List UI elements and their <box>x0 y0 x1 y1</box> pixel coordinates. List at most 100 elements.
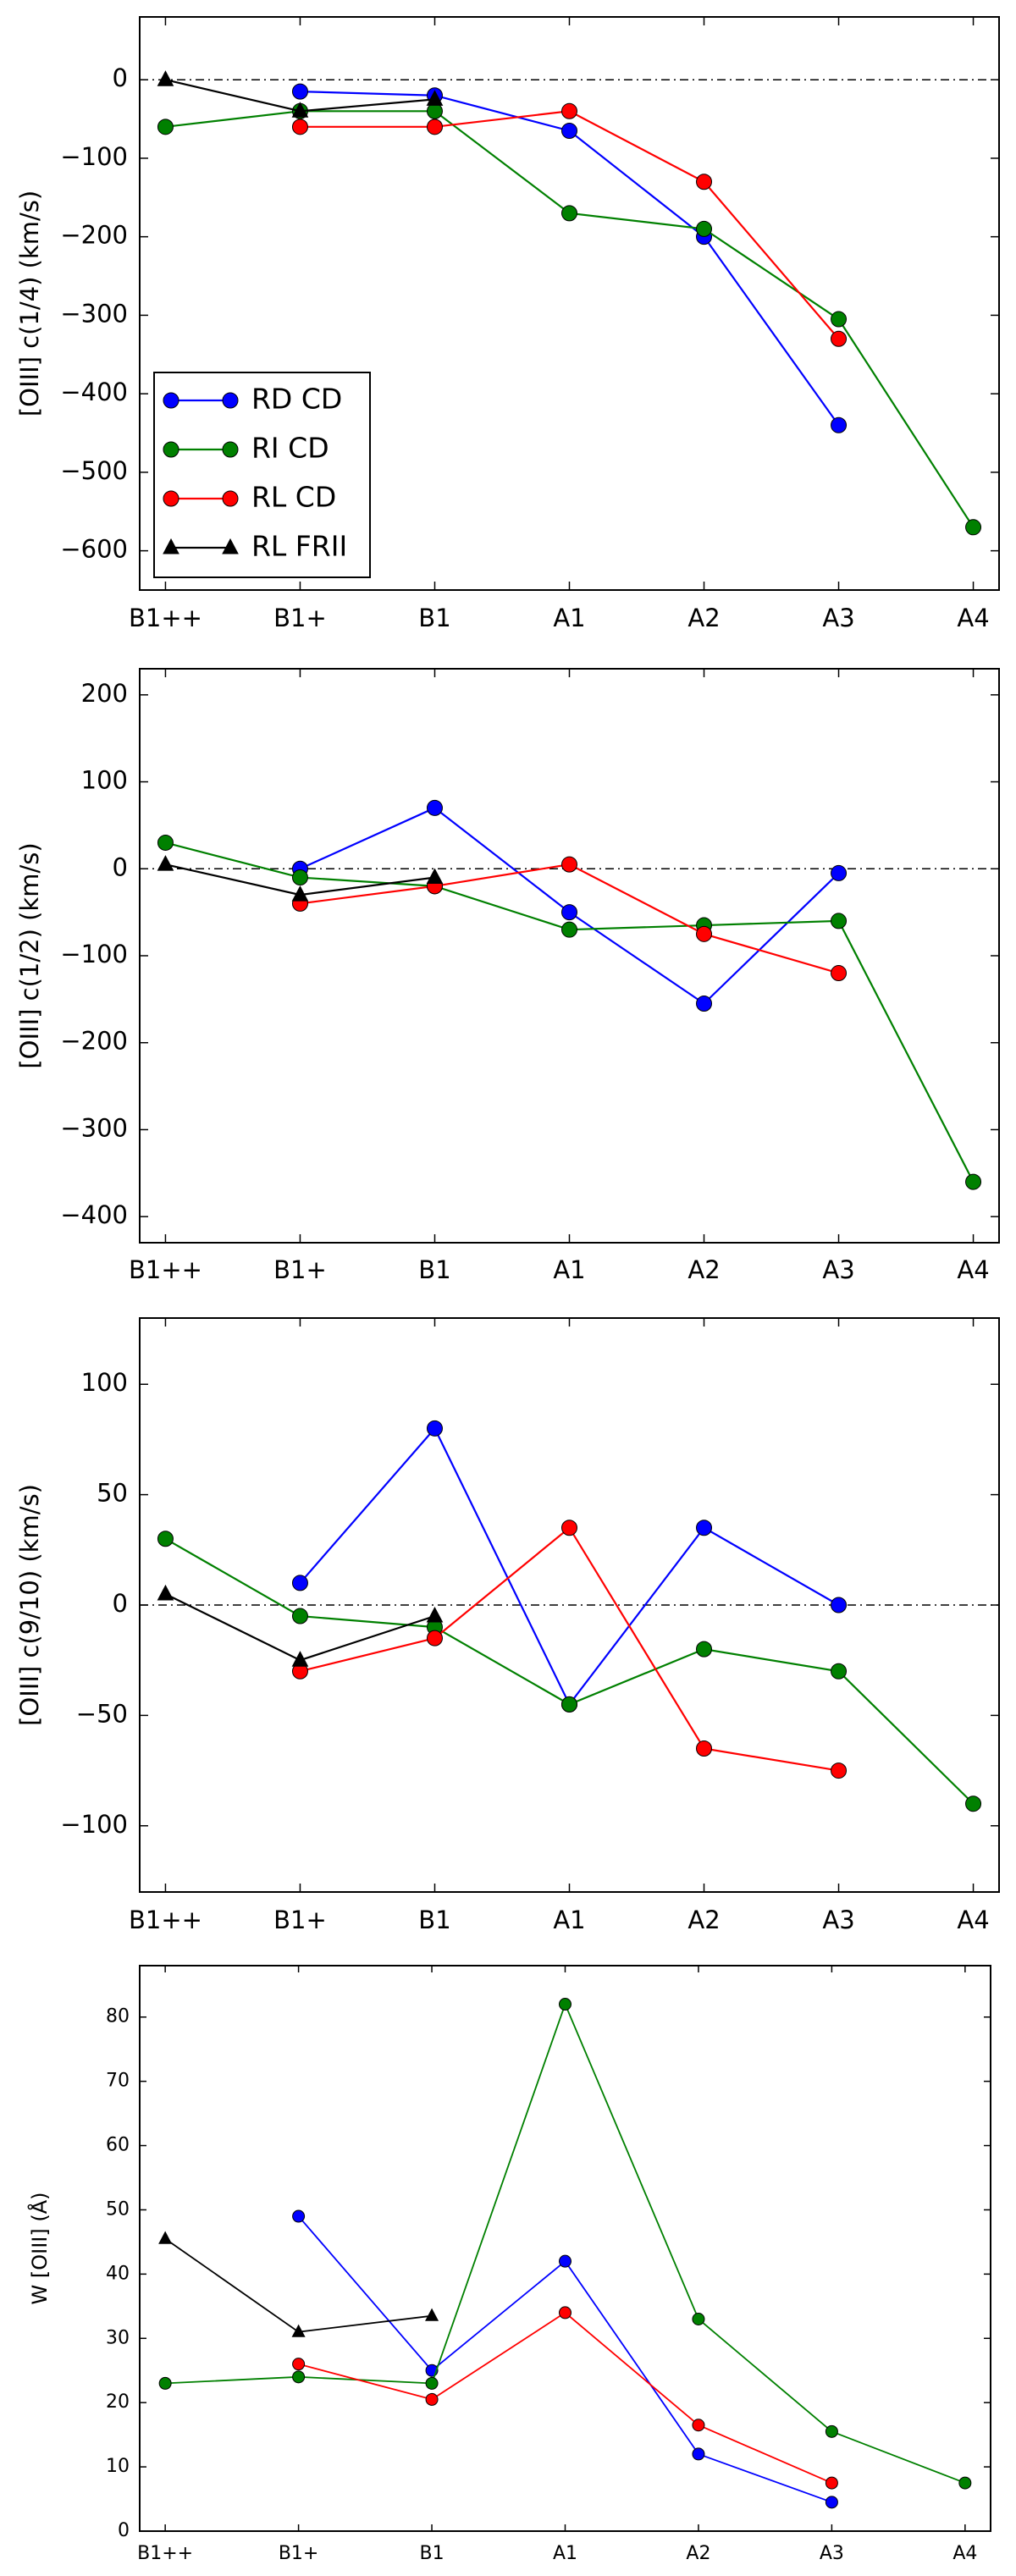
legend-marker-rd-cd <box>222 392 239 409</box>
point-ri-cd-a1 <box>561 921 577 938</box>
y-tick-label: 0 <box>113 63 128 92</box>
x-tick-label-b1: B1++ <box>137 2543 193 2564</box>
point-ri-cd-a2 <box>696 220 713 237</box>
y-tick-label: 0 <box>113 852 128 881</box>
point-ri-cd-a1 <box>561 205 577 222</box>
y-tick-label: 70 <box>106 2071 130 2092</box>
point-rd-cd-a3 <box>831 1597 848 1613</box>
point-ri-cd-b1 <box>292 2370 306 2384</box>
x-tick-label-a2: A2 <box>687 1906 720 1934</box>
legend: RD CD RI CD RL CD RL FRII <box>153 372 371 578</box>
point-rl-frii-b1 <box>291 885 309 902</box>
y-tick-label: −400 <box>60 1200 128 1229</box>
legend-marker-rl-frii <box>163 538 179 554</box>
y-tick-label: 60 <box>106 2135 130 2156</box>
point-rl-frii-b1 <box>426 90 444 106</box>
series-rl-frii <box>157 855 444 902</box>
point-ri-cd-a3 <box>831 913 848 929</box>
point-rl-frii-b1 <box>426 1606 444 1623</box>
point-rl-frii-b1 <box>157 855 174 871</box>
x-tick-label-b1: B1 <box>418 604 450 632</box>
series-rl-frii <box>157 70 444 118</box>
series-ri-cd <box>157 1531 982 1812</box>
point-rl-cd-a3 <box>825 2476 838 2490</box>
point-rl-frii-b1 <box>157 1584 174 1601</box>
chart-panel-1: 0 −100 −200 −300 −400 −500 −600 B1++ B1+ B1 A1 A2 A3… <box>15 16 1000 632</box>
x-tick-label-a1: A1 <box>553 604 585 632</box>
point-ri-cd-a3 <box>831 1663 848 1680</box>
y-tick-label: −300 <box>60 299 128 328</box>
y-tick-label: −100 <box>60 1810 128 1839</box>
point-rd-cd-a3 <box>825 2496 838 2509</box>
point-ri-cd-a2 <box>692 2313 705 2325</box>
y-tick-label: −600 <box>60 535 128 564</box>
series-line-ri-cd <box>164 1537 975 1805</box>
x-tick-label-b1: B1+ <box>279 2543 319 2564</box>
series-rl-frii <box>158 2231 439 2337</box>
point-rl-frii-b1 <box>157 70 174 86</box>
x-tick-label-b1: B1+ <box>273 604 327 632</box>
point-rd-cd-a2 <box>696 1520 713 1536</box>
y-axis-label: W [OIII] (Å) <box>27 2193 52 2305</box>
legend-marker-ri-cd <box>163 441 179 458</box>
point-ri-cd-a4 <box>965 519 982 536</box>
x-tick-label-a4: A4 <box>952 2543 977 2564</box>
point-rl-frii-b1 <box>291 102 309 118</box>
point-rd-cd-a1 <box>561 122 577 139</box>
y-tick-label: −50 <box>76 1699 128 1728</box>
x-tick-label-b1: B1++ <box>129 604 202 632</box>
series-line-rd-cd <box>300 91 840 426</box>
y-tick-label: 30 <box>106 2327 130 2348</box>
point-rl-cd-a2 <box>696 174 713 190</box>
legend-label-rl-cd: RL CD <box>251 481 336 514</box>
series-line-rl-frii <box>164 2237 433 2333</box>
plot-frame <box>139 668 1000 1244</box>
point-ri-cd-a4 <box>958 2476 972 2490</box>
point-rd-cd-a2 <box>696 996 713 1012</box>
point-rd-cd-a1 <box>559 2254 572 2268</box>
series-ri-cd <box>157 834 982 1190</box>
point-ri-cd-b1 <box>426 102 443 119</box>
x-tick-label-b1: B1+ <box>273 1255 327 1284</box>
y-tick-label: 100 <box>81 1368 128 1397</box>
point-rl-cd-a2 <box>696 1740 713 1757</box>
point-rl-cd-a2 <box>696 925 713 942</box>
x-tick-label-a3: A3 <box>822 604 854 632</box>
x-tick-label-a1: A1 <box>553 1255 585 1284</box>
legend-label-rd-cd: RD CD <box>251 383 342 416</box>
point-ri-cd-a4 <box>965 1795 982 1812</box>
y-tick-label: 50 <box>106 2198 130 2220</box>
point-rl-cd-a1 <box>561 856 577 873</box>
point-ri-cd-b1 <box>157 1531 174 1547</box>
y-tick-label: 0 <box>118 2520 130 2541</box>
y-axis-label: [OIII] c(9/10) (km/s) <box>15 1484 44 1726</box>
legend-label-rl-frii: RL FRII <box>251 530 347 563</box>
x-tick-label-a4: A4 <box>957 604 989 632</box>
x-tick-label-a3: A3 <box>822 1255 854 1284</box>
y-tick-label: −400 <box>60 378 128 406</box>
point-rd-cd-b1 <box>292 2209 306 2223</box>
x-tick-label-b1: B1+ <box>273 1906 327 1934</box>
legend-box <box>153 372 371 578</box>
point-rl-cd-b1 <box>426 1630 443 1647</box>
point-ri-cd-b1 <box>425 2376 439 2390</box>
point-rd-cd-a3 <box>831 864 848 881</box>
x-tick-label-b1: B1 <box>418 1255 450 1284</box>
chart-panel-4: 0 10 20 30 40 50 60 70 80 B1++ B1+ B1 A1 A2 A3 A4 W [OII… <box>27 1965 991 2564</box>
point-rl-frii-b1 <box>291 1651 309 1667</box>
point-rd-cd-b1 <box>291 83 308 100</box>
x-tick-label-b1: B1++ <box>129 1906 202 1934</box>
legend-label-ri-cd: RI CD <box>251 432 329 465</box>
y-tick-label: 80 <box>106 2006 130 2027</box>
point-rl-cd-b1 <box>291 119 308 135</box>
series-line-rl-cd <box>298 2311 832 2484</box>
y-tick-label: −300 <box>60 1113 128 1142</box>
point-rl-cd-a3 <box>831 330 848 347</box>
x-tick-label-b1: B1 <box>418 1906 450 1934</box>
y-tick-label: 200 <box>81 679 128 708</box>
point-rd-cd-b1 <box>426 799 443 816</box>
point-ri-cd-a4 <box>965 1173 982 1190</box>
y-tick-label: 0 <box>113 1589 128 1618</box>
series-line-ri-cd <box>165 2002 966 2484</box>
